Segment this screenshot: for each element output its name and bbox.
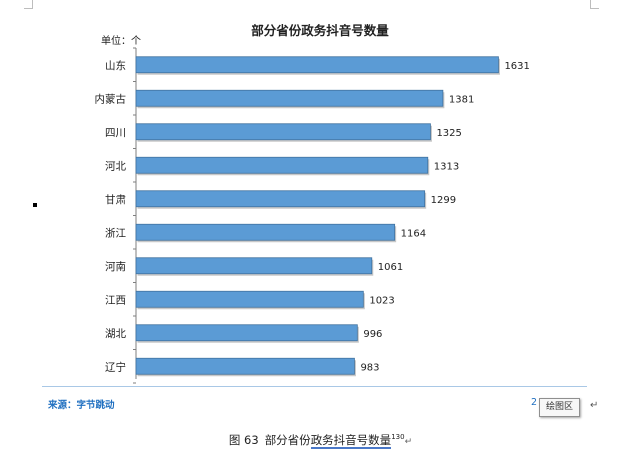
data-label: 1023 xyxy=(369,295,394,306)
bar-江西[interactable] xyxy=(135,290,364,308)
bar-湖北[interactable] xyxy=(135,324,358,342)
category-label: 辽宁 xyxy=(105,360,126,373)
category-label: 内蒙古 xyxy=(95,92,127,105)
bar-河南[interactable] xyxy=(135,257,373,275)
caption-prefix: 部分省份 xyxy=(264,433,311,447)
category-label: 江西 xyxy=(105,294,126,306)
category-label: 河南 xyxy=(105,260,126,273)
bar-浙江[interactable] xyxy=(135,223,396,241)
bar-甘肃[interactable] xyxy=(135,190,426,208)
category-label: 四川 xyxy=(105,127,126,139)
bar-辽宁[interactable] xyxy=(135,357,355,375)
data-label: 1631 xyxy=(504,61,529,72)
divider-line xyxy=(42,386,587,387)
caption-highlight-text[interactable]: 政务抖音号数量 xyxy=(310,433,392,449)
data-label: 996 xyxy=(363,329,382,340)
source-text: 来源：字节跳动 xyxy=(48,400,115,411)
data-label: 1299 xyxy=(431,195,456,206)
category-label: 浙江 xyxy=(105,227,126,239)
category-label: 湖北 xyxy=(105,328,126,340)
bars-group: 山东 1631 内蒙古 1381 四川 1325 河北 1313 甘肃 1299 浙江 1164 河南 1… xyxy=(95,47,530,384)
bar-四川[interactable] xyxy=(135,123,431,141)
caption-footnote-ref[interactable]: 130 xyxy=(391,433,405,442)
plot-area-tooltip: 绘图区 xyxy=(539,398,580,417)
page-corner-mark-right xyxy=(590,0,599,9)
data-label: 1381 xyxy=(449,94,474,105)
data-label: 1325 xyxy=(436,128,461,139)
page-corner-mark-left xyxy=(24,0,33,9)
page-number-fragment: 2 xyxy=(531,397,538,408)
data-label: 1313 xyxy=(434,161,459,172)
category-label: 河北 xyxy=(105,160,126,172)
paragraph-return-mark: ↵ xyxy=(590,400,599,411)
bar-河北[interactable] xyxy=(135,156,429,174)
category-label: 甘肃 xyxy=(105,193,126,206)
caption-return-mark: ↵ xyxy=(404,437,413,447)
unit-label: 单位：个 xyxy=(101,34,141,47)
bar-chart[interactable]: 部分省份政务抖音号数量 单位：个 山东 1631 内蒙古 1381 四川 1325 河北 13… xyxy=(0,0,641,390)
caption-figure-number: 图 63 xyxy=(228,433,259,447)
chart-title: 部分省份政务抖音号数量 xyxy=(251,23,389,38)
bar-内蒙古[interactable] xyxy=(135,89,444,107)
figure-caption: 图 63 部分省份政务抖音号数量130↵ xyxy=(0,432,641,449)
data-label: 983 xyxy=(360,362,379,373)
bar-山东[interactable] xyxy=(135,56,499,74)
data-label: 1164 xyxy=(401,228,426,239)
category-label: 山东 xyxy=(105,59,126,72)
text-bullet xyxy=(33,203,37,207)
data-label: 1061 xyxy=(378,262,403,273)
